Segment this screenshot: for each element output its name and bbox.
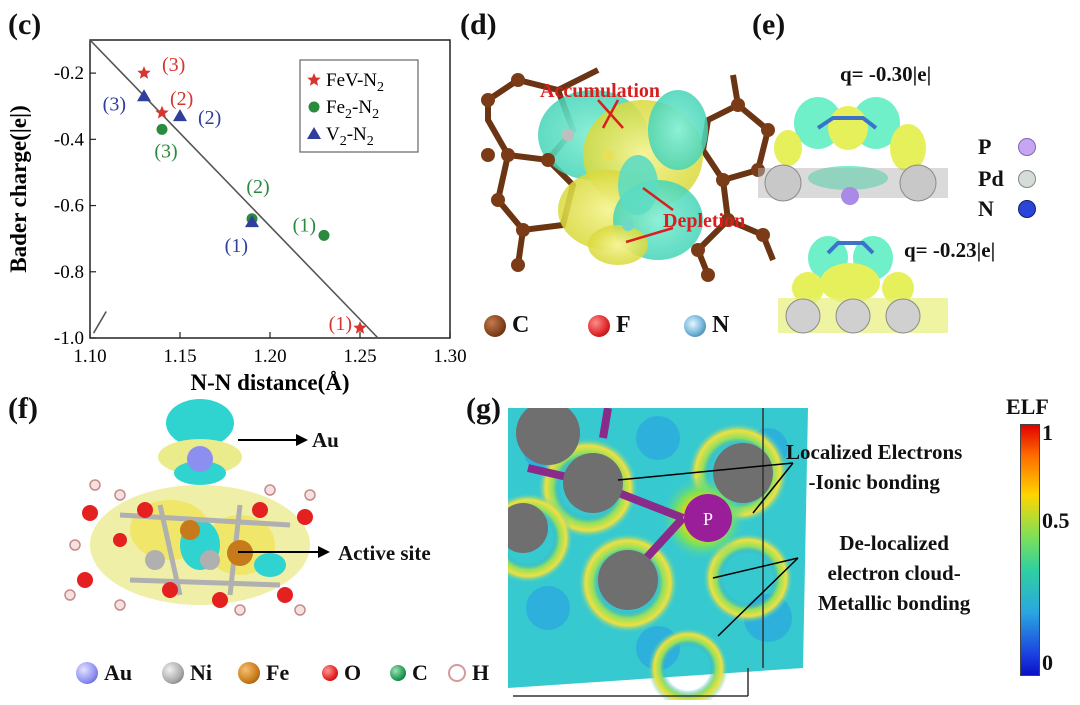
x-tick-label: 1.30 — [433, 346, 466, 367]
point-label: (2) — [246, 176, 269, 198]
x-tick-label: 1.15 — [163, 346, 196, 367]
legend-pd-label: Pd — [978, 166, 1004, 191]
legend-marker-circle — [308, 101, 320, 113]
legend-o-label: O — [344, 660, 362, 685]
annotation-depletion: Depletion — [663, 210, 746, 232]
x-tick-label: 1.20 — [253, 346, 286, 367]
elf-colorbar — [1020, 424, 1040, 676]
phosphorus-atom-icon — [1018, 138, 1036, 156]
data-point-star — [137, 66, 151, 79]
annotation-accumulation: Accumulation — [540, 80, 660, 102]
legend-marker-triangle — [307, 127, 321, 139]
panel-label-d: (d) — [460, 8, 497, 41]
data-point-triangle — [137, 89, 151, 102]
bader-charge-chart: 1.10 1.15 1.20 1.25 1.30 -0.2 -0.4 -0.6 -0.8 -1.0… — [6, 39, 467, 395]
legend-n-label: N — [712, 312, 730, 338]
elf-annotation-localized: Localized Electrons -Ionic bonding — [786, 440, 963, 494]
y-tick-label: -0.8 — [54, 262, 84, 283]
x-tick-label: 1.10 — [73, 346, 106, 367]
panel-label-c: (c) — [8, 8, 42, 41]
fluorine-atom-icon — [588, 314, 610, 337]
panel-label-f: (f) — [8, 392, 38, 425]
legend-au-label: Au — [104, 660, 133, 685]
nickel-atom-icon — [162, 662, 184, 684]
legend-fe-label: Fe — [266, 660, 290, 685]
y-tick-label: -1.0 — [54, 328, 84, 349]
panel-e-structure-image — [758, 97, 948, 334]
point-label: (1) — [329, 313, 352, 335]
legend-box — [299, 59, 419, 153]
legend-label: FeV-N2 — [326, 70, 384, 95]
elf-annotation-delocalized: De-localized electron cloud- Metallic bo… — [818, 531, 971, 615]
point-label: (3) — [162, 54, 185, 76]
active-site-label: Active site — [338, 541, 431, 565]
gold-atom-icon — [76, 662, 98, 684]
data-point-circle — [156, 123, 168, 135]
legend-n-label-e: N — [978, 196, 994, 221]
y-tick-label: -0.6 — [54, 196, 84, 217]
legend-marker-star — [307, 73, 321, 86]
colorbar-tick-1: 1 — [1042, 420, 1053, 445]
point-label: (1) — [225, 235, 248, 257]
x-axis-label: N-N distance(Å) — [190, 370, 349, 395]
nitrogen-atom-icon — [684, 314, 706, 337]
panel-f-structure-image — [64, 399, 316, 616]
legend-label: V2-N2 — [326, 124, 374, 149]
charge-bottom-label: q= -0.23|e| — [904, 238, 996, 262]
panel-label-e: (e) — [752, 8, 786, 41]
charge-top-label: q= -0.30|e| — [840, 62, 932, 86]
data-point-triangle — [173, 109, 187, 122]
legend-p-label: P — [978, 134, 992, 159]
colorbar-tick-05: 0.5 — [1042, 508, 1070, 533]
x-tick-label: 1.25 — [343, 346, 376, 367]
carbon-atom-icon — [484, 314, 506, 337]
legend-h-label: H — [472, 660, 490, 685]
colorbar-tick-0: 0 — [1042, 650, 1053, 675]
y-tick-label: -0.4 — [54, 129, 85, 150]
pointer-arrows-f — [238, 434, 330, 558]
au-pointer-label: Au — [312, 428, 339, 452]
iron-atom-icon — [238, 662, 260, 684]
legend-c-label-f: C — [412, 660, 428, 685]
legend-f-label: F — [616, 312, 631, 338]
point-label: (3) — [103, 93, 126, 115]
panel-label-g: (g) — [466, 392, 501, 425]
legend-ni-label: Ni — [190, 660, 212, 685]
carbon-atom-icon-f — [390, 665, 406, 681]
data-point-triangle — [245, 215, 259, 228]
legend-c-label: C — [512, 312, 530, 338]
y-axis-label: Bader charge(|e|) — [6, 105, 31, 272]
nitrogen-atom-icon — [1018, 200, 1036, 218]
point-label: (2) — [198, 107, 221, 129]
data-point-star — [353, 321, 367, 334]
point-label: (3) — [154, 140, 177, 162]
hydrogen-atom-icon — [448, 664, 466, 682]
data-point-star — [155, 105, 169, 119]
y-tick-label: -0.2 — [54, 63, 84, 84]
legend-label: Fe2-N2 — [326, 97, 379, 122]
palladium-atom-icon — [1018, 170, 1036, 188]
fit-line — [89, 39, 379, 339]
oxygen-atom-icon — [322, 665, 338, 681]
elf-atom-label: P — [703, 509, 713, 529]
corner-arrow — [92, 311, 107, 334]
elf-map-image: P — [508, 408, 808, 700]
data-point-circle — [318, 229, 330, 241]
colorbar-title: ELF — [1006, 394, 1049, 419]
point-label: (1) — [293, 214, 316, 236]
point-label: (2) — [170, 88, 193, 110]
